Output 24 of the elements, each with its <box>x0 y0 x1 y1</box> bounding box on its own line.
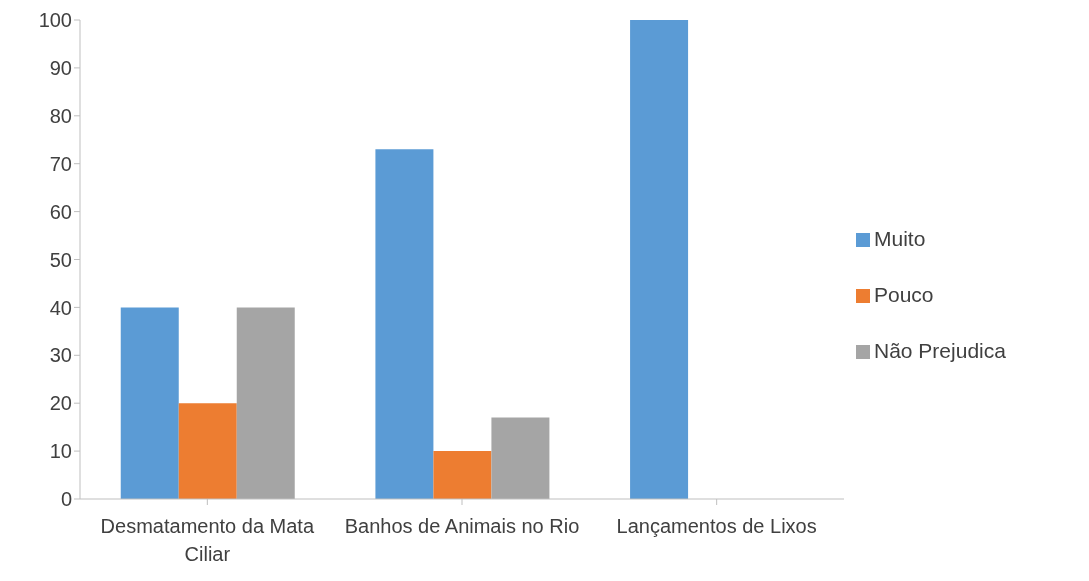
bar <box>120 307 179 499</box>
y-tick-label: 80 <box>49 104 72 127</box>
bar <box>491 417 550 499</box>
y-tick-label: 60 <box>49 200 72 223</box>
bar <box>630 20 689 499</box>
y-tick-label: 100 <box>38 9 72 32</box>
y-tick-label: 40 <box>49 296 72 319</box>
x-tick-label: Banhos de Animais no Rio <box>344 515 580 538</box>
bar <box>178 403 237 499</box>
bar <box>236 307 295 499</box>
legend-label: Não Prejudica <box>874 338 1006 362</box>
x-tick-label: Desmatamento da Mata Ciliar <box>100 515 315 566</box>
bar <box>433 451 492 499</box>
y-tick-label: 50 <box>49 248 72 271</box>
y-tick-label: 90 <box>49 57 72 79</box>
legend-label: Pouco <box>874 282 934 306</box>
y-tick-label: 70 <box>49 152 72 175</box>
x-tick-label: Lançamentos de Lixos <box>616 515 817 538</box>
y-tick-label: 0 <box>60 488 72 511</box>
legend-label: Muito <box>874 226 926 250</box>
y-tick-label: 20 <box>49 392 72 415</box>
y-tick-label: 10 <box>49 440 72 463</box>
y-tick-label: 30 <box>49 344 72 367</box>
bar <box>375 149 434 499</box>
